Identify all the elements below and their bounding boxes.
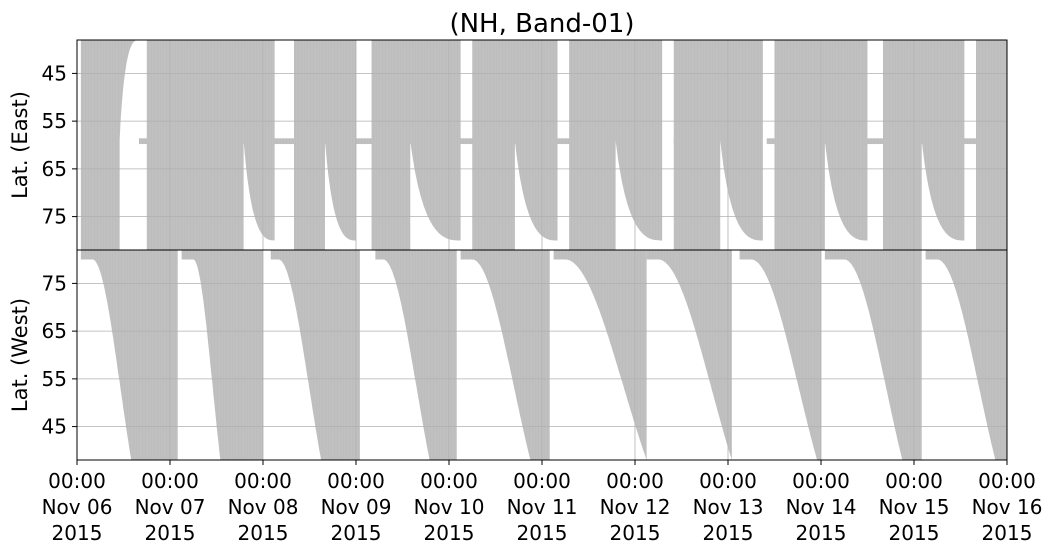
east-swath-10 [976,40,1007,250]
panel-east-ylabel: Lat. (East) [8,91,32,199]
panel-west-ylabel: Lat. (West) [8,298,32,412]
west-swath-4 [375,250,457,460]
east-swath-9 [883,40,965,250]
west-swath-2 [181,250,263,460]
xtick-label: Nov 08 [228,495,299,519]
xtick-label: 00:00 [234,469,292,493]
xtick-label: 00:00 [699,469,757,493]
xtick-label: 2015 [703,521,754,545]
xtick-label: Nov 07 [135,495,206,519]
xtick-label: Nov 09 [321,495,392,519]
east-swath-3 [294,40,356,250]
ytick-label: 75 [42,271,67,295]
ytick-label: 65 [42,157,67,181]
xtick-label: Nov 14 [786,495,857,519]
chart-title: (NH, Band-01) [449,9,634,39]
east-swath-7 [673,40,763,250]
xtick-label: Nov 10 [414,495,485,519]
ytick-label: 45 [42,61,67,85]
xtick-label: 00:00 [141,469,199,493]
east-swath-2 [146,40,275,250]
xtick-label: 00:00 [606,469,664,493]
east-band-segment-2 [673,138,709,145]
east-band-segment-3 [766,138,1007,145]
xtick-label: Nov 06 [42,495,113,519]
west-swath-9 [824,250,922,460]
xtick-label: 2015 [424,521,475,545]
west-swath-1 [80,250,178,460]
xtick-label: Nov 15 [879,495,950,519]
west-swath-10 [925,250,1007,460]
xtick-label: 00:00 [885,469,943,493]
ytick-label: 65 [42,319,67,343]
xtick-label: 2015 [889,521,940,545]
xtick-label: 2015 [145,521,196,545]
xtick-label: Nov 12 [600,495,671,519]
xtick-label: 00:00 [420,469,478,493]
west-swath-5 [460,250,550,460]
ytick-label: 55 [42,367,67,391]
east-swath-1 [80,40,139,250]
xtick-label: 2015 [982,521,1033,545]
xtick-label: Nov 13 [693,495,764,519]
xtick-label: 00:00 [513,469,571,493]
xtick-label: 2015 [610,521,661,545]
west-swath-7 [646,250,732,460]
ytick-label: 75 [42,205,67,229]
east-swath-4 [371,40,461,250]
east-swath-6 [569,40,663,250]
west-swath-3 [270,250,360,460]
xtick-label: 00:00 [978,469,1036,493]
ytick-label: 45 [42,415,67,439]
xtick-label: 2015 [238,521,289,545]
xtick-label: Nov 16 [972,495,1043,519]
xtick-label: Nov 11 [507,495,578,519]
xtick-label: 2015 [331,521,382,545]
ytick-label: 55 [42,109,67,133]
panel-east: 45 55 65 75 [42,39,1008,251]
east-band-segment-1 [139,138,616,145]
grid-west [76,250,1008,460]
xtick-label: 00:00 [792,469,850,493]
xtick-label: 2015 [517,521,568,545]
xtick-label: 2015 [52,521,103,545]
east-swath-5 [472,40,558,250]
swath-texture [77,250,1006,460]
panel-west: 45 55 65 75 [42,249,1008,461]
swath-texture [77,40,1006,250]
xtick-label: 00:00 [327,469,385,493]
xtick-label: 2015 [796,521,847,545]
west-swath-6 [553,250,647,460]
xtick-label: 00:00 [48,469,106,493]
west-swath-8 [739,250,821,460]
